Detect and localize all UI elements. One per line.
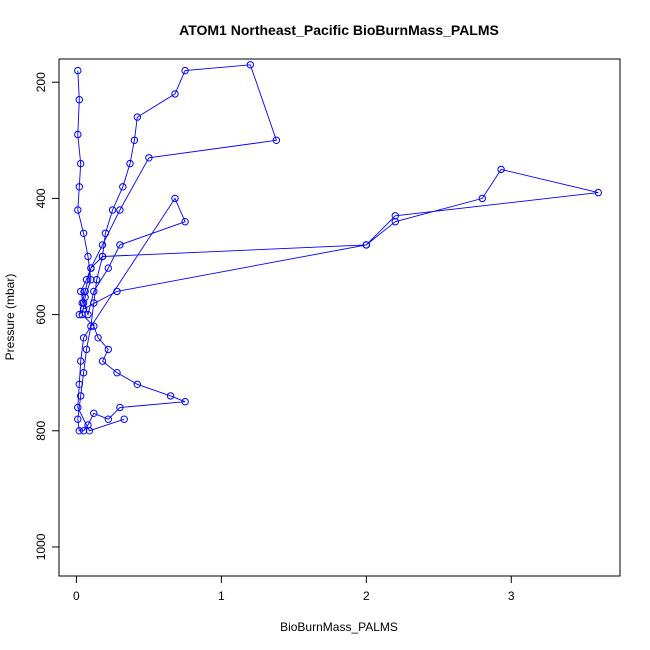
data-point bbox=[113, 369, 121, 377]
data-point bbox=[98, 241, 107, 249]
data-point bbox=[116, 403, 124, 412]
data-point bbox=[181, 218, 189, 226]
data-point bbox=[77, 392, 85, 400]
y-tick-label: 800 bbox=[34, 420, 48, 440]
data-point bbox=[90, 409, 98, 417]
data-point bbox=[119, 183, 127, 191]
y-tick-label: 600 bbox=[34, 304, 48, 324]
data-point bbox=[74, 403, 82, 412]
x-tick-label: 2 bbox=[363, 589, 370, 603]
series-group bbox=[74, 61, 602, 435]
data-point bbox=[133, 380, 142, 388]
data-point bbox=[79, 369, 88, 377]
data-point bbox=[87, 276, 95, 284]
data-point bbox=[130, 136, 139, 145]
data-point bbox=[478, 194, 486, 203]
series-line bbox=[77, 64, 599, 432]
data-point bbox=[94, 334, 102, 342]
data-point bbox=[75, 183, 84, 191]
x-tick-label: 0 bbox=[73, 589, 80, 603]
data-point bbox=[246, 61, 255, 69]
data-point bbox=[362, 241, 370, 249]
data-point bbox=[79, 305, 88, 313]
data-point bbox=[171, 90, 179, 98]
x-tick-label: 3 bbox=[508, 589, 515, 603]
data-point bbox=[75, 310, 84, 319]
data-point bbox=[84, 252, 92, 261]
data-point bbox=[116, 241, 124, 249]
y-tick-label: 1000 bbox=[34, 533, 48, 560]
data-point bbox=[81, 287, 89, 296]
data-point bbox=[145, 154, 153, 162]
data-point bbox=[181, 66, 189, 75]
data-point bbox=[74, 130, 82, 139]
data-point bbox=[84, 310, 92, 319]
data-point bbox=[104, 345, 113, 354]
data-point bbox=[79, 427, 88, 435]
data-point bbox=[116, 206, 124, 214]
data-point bbox=[104, 264, 113, 272]
data-point bbox=[75, 380, 84, 388]
y-tick-label: 200 bbox=[34, 72, 48, 92]
data-point bbox=[90, 299, 98, 307]
data-point bbox=[74, 206, 82, 214]
data-point bbox=[77, 287, 85, 296]
plot-area bbox=[58, 58, 621, 577]
data-point bbox=[77, 357, 85, 365]
data-point bbox=[133, 113, 142, 121]
data-point bbox=[391, 212, 399, 220]
data-point bbox=[79, 334, 88, 342]
data-point bbox=[79, 299, 88, 307]
data-point bbox=[82, 276, 91, 284]
data-point bbox=[120, 415, 128, 423]
data-point bbox=[101, 229, 110, 238]
data-point bbox=[74, 415, 82, 423]
data-point bbox=[171, 194, 179, 203]
data-point bbox=[391, 218, 399, 226]
data-point bbox=[77, 159, 85, 168]
x-axis-label: BioBurnMass_PALMS bbox=[280, 620, 398, 634]
data-point bbox=[113, 287, 121, 296]
data-point bbox=[79, 229, 88, 238]
data-point bbox=[98, 357, 107, 365]
data-point bbox=[104, 415, 113, 423]
data-point bbox=[75, 96, 84, 104]
data-point bbox=[90, 287, 98, 296]
data-point bbox=[181, 398, 189, 406]
chart-title: ATOM1 Northeast_Pacific BioBurnMass_PALM… bbox=[179, 22, 499, 38]
y-axis-label: Pressure (mbar) bbox=[3, 274, 17, 361]
data-point bbox=[74, 66, 82, 75]
plot-border bbox=[58, 58, 621, 577]
data-point bbox=[75, 427, 84, 435]
data-point bbox=[93, 276, 101, 284]
data-point bbox=[98, 252, 107, 261]
y-axis: 200 400 600 800 1000 bbox=[34, 72, 60, 560]
y-tick-label: 400 bbox=[34, 188, 48, 208]
data-point bbox=[594, 188, 602, 197]
data-point bbox=[108, 206, 117, 214]
data-point bbox=[85, 427, 94, 435]
data-point bbox=[497, 165, 505, 174]
x-axis: 0 1 2 3 bbox=[73, 575, 515, 603]
data-point bbox=[166, 392, 175, 400]
data-point bbox=[87, 264, 95, 272]
x-tick-label: 1 bbox=[218, 589, 225, 603]
data-point bbox=[82, 345, 91, 354]
data-point bbox=[87, 322, 95, 330]
data-point bbox=[126, 159, 134, 168]
data-point bbox=[272, 136, 281, 145]
data-point bbox=[90, 322, 98, 330]
